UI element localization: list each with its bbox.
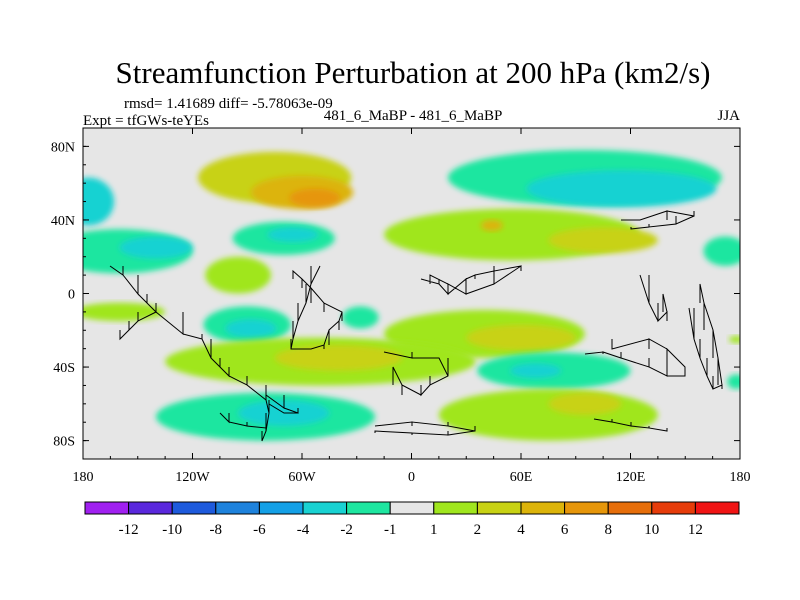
coastline-2 bbox=[383, 351, 449, 397]
contour-region-24 bbox=[510, 363, 562, 379]
colorbar-label-6: -1 bbox=[384, 522, 397, 538]
colorbar-label-2: -8 bbox=[210, 522, 223, 538]
contour-region-22 bbox=[274, 344, 403, 371]
coastline-1 bbox=[290, 265, 343, 350]
x-tick-label-6: 180 bbox=[730, 470, 751, 485]
y-tick-label-1: 40N bbox=[51, 214, 75, 229]
contour-region-30 bbox=[729, 335, 740, 344]
contour-region-9 bbox=[267, 227, 319, 243]
colorbar-swatch-8 bbox=[433, 501, 478, 515]
colorbar-swatch-2 bbox=[171, 501, 217, 515]
contour-region-29 bbox=[727, 374, 740, 390]
coastline-7 bbox=[593, 418, 668, 432]
coastline-8 bbox=[688, 283, 723, 390]
colorbar-swatch-10 bbox=[520, 501, 566, 515]
colorbar-swatch-7 bbox=[389, 501, 435, 515]
coastline-9 bbox=[265, 394, 299, 414]
contour-region-18 bbox=[342, 306, 379, 329]
colorbar-label-11: 8 bbox=[604, 522, 612, 538]
x-axis: 180 120W 60W 0 60E 120E 180 bbox=[73, 128, 751, 485]
colorbar-label-13: 12 bbox=[688, 522, 703, 538]
colorbar-swatch-0 bbox=[84, 501, 130, 515]
contour-region-12 bbox=[548, 227, 658, 254]
colorbar-label-12: 10 bbox=[644, 522, 659, 538]
coastline-6 bbox=[374, 421, 476, 436]
colorbar-label-7: 1 bbox=[430, 522, 438, 538]
contour-region-7 bbox=[119, 236, 193, 259]
coastline-3 bbox=[420, 265, 522, 296]
coastline-11 bbox=[639, 274, 668, 323]
colorbar-swatch-11 bbox=[564, 501, 609, 515]
colorbar-label-1: -10 bbox=[162, 522, 182, 538]
contour-region-10 bbox=[205, 256, 271, 294]
colorbar-swatch-13 bbox=[651, 501, 696, 515]
x-tick-label-4: 60E bbox=[510, 470, 533, 485]
x-tick-label-3: 0 bbox=[408, 470, 415, 485]
colorbar-label-10: 6 bbox=[561, 522, 569, 538]
contour-region-5 bbox=[83, 177, 115, 226]
x-tick-label-0: 180 bbox=[73, 470, 94, 485]
contour-region-28 bbox=[548, 392, 622, 415]
y-tick-label-2: 0 bbox=[68, 288, 75, 303]
x-tick-label-1: 120W bbox=[175, 470, 210, 485]
colorbar-swatch-1 bbox=[128, 501, 173, 515]
coastline-4 bbox=[584, 338, 686, 377]
case-label: 481_6_MaBP - 481_6_MaBP bbox=[324, 108, 503, 124]
colorbar-swatch-4 bbox=[258, 501, 304, 515]
colorbar-label-3: -6 bbox=[253, 522, 266, 538]
y-tick-label-4: 80S bbox=[53, 435, 75, 450]
contour-region-15 bbox=[83, 302, 166, 322]
stats-line: rmsd= 1.41689 diff= -5.78063e-09 bbox=[124, 96, 333, 112]
coastline-5 bbox=[219, 412, 267, 429]
colorbar-swatch-3 bbox=[215, 501, 260, 515]
colorbar-swatch-9 bbox=[476, 501, 522, 515]
colorbar-label-0: -12 bbox=[119, 522, 139, 538]
colorbar-label-5: -2 bbox=[340, 522, 353, 538]
contour-region-20 bbox=[466, 324, 576, 351]
colorbar: -12 -10 -8 -6 -4 -2 -1 1 2 4 6 8 10 12 bbox=[84, 501, 740, 538]
experiment-label: Expt = tfGWs-teYEs bbox=[83, 113, 209, 129]
colorbar-swatch-6 bbox=[346, 501, 391, 515]
colorbar-swatch-12 bbox=[607, 501, 653, 515]
coastline-0 bbox=[109, 265, 270, 442]
colorbar-label-8: 2 bbox=[474, 522, 482, 538]
coastlines bbox=[109, 210, 723, 442]
y-axis: 80N 40N 0 40S 80S bbox=[51, 140, 740, 450]
contour-region-13 bbox=[480, 219, 503, 231]
y-tick-label-0: 80N bbox=[51, 140, 75, 155]
y-tick-label-3: 40S bbox=[53, 361, 75, 376]
x-tick-label-2: 60W bbox=[288, 470, 316, 485]
colorbar-label-4: -4 bbox=[297, 522, 310, 538]
x-tick-label-5: 120E bbox=[616, 470, 646, 485]
contour-region-2 bbox=[289, 188, 341, 208]
plot-area: 180 120W 60W 0 60E 120E 180 80N 40N 0 40S 80S bbox=[51, 127, 751, 485]
contour-region-14 bbox=[703, 236, 740, 266]
contour-region-17 bbox=[225, 319, 277, 338]
coastline-12 bbox=[119, 311, 157, 341]
colorbar-swatch-5 bbox=[302, 501, 348, 515]
colorbar-label-9: 4 bbox=[517, 522, 525, 538]
contour-region-27 bbox=[438, 389, 658, 441]
colorbar-swatch-14 bbox=[694, 501, 740, 515]
season-label: JJA bbox=[717, 108, 740, 124]
contour-region-4 bbox=[526, 170, 717, 208]
coastline-10 bbox=[621, 210, 695, 230]
chart-title: Streamfunction Perturbation at 200 hPa (… bbox=[116, 55, 711, 90]
